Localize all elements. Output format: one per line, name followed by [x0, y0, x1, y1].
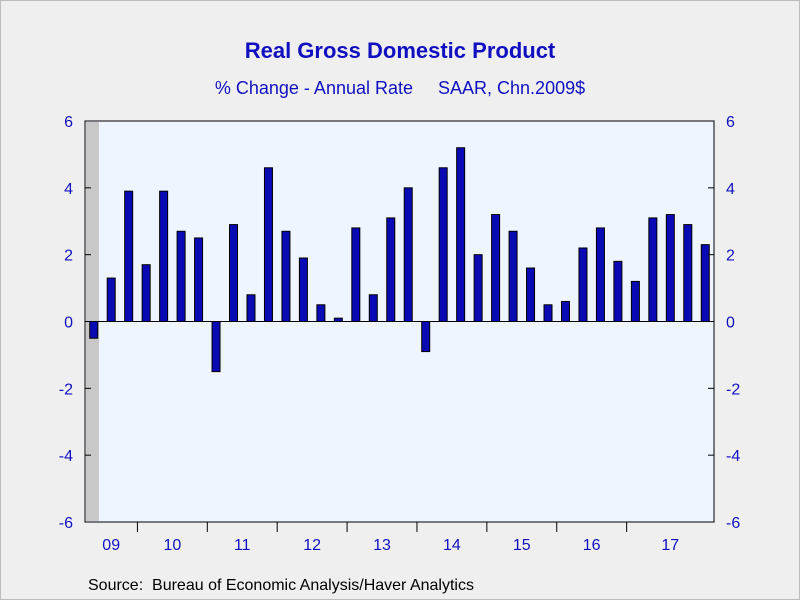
y-tick-label-right: 2	[726, 248, 735, 265]
bar-2012Q1	[281, 230, 291, 322]
x-year-label: 12	[303, 537, 321, 554]
x-year-label: 15	[513, 537, 531, 554]
bar-2014Q4	[473, 254, 483, 322]
y-tick-label-right: 0	[726, 315, 735, 332]
y-tick-label-left: 2	[64, 248, 73, 265]
bar-2017Q4	[683, 224, 693, 322]
bar-2011Q3	[246, 294, 256, 322]
bar-2013Q1	[351, 227, 361, 322]
bar-2010Q3	[176, 230, 186, 322]
x-year-label: 11	[234, 537, 251, 554]
bar-2016Q1	[560, 300, 570, 323]
y-tick-label-left: -2	[59, 381, 73, 398]
x-year-label: 10	[163, 537, 181, 554]
y-tick-label-left: 4	[64, 181, 73, 198]
x-year-label: 09	[102, 537, 120, 554]
bar-2010Q4	[194, 237, 204, 323]
y-tick-label-right: -6	[726, 515, 740, 532]
bar-2012Q2	[298, 257, 308, 323]
bar-2017Q2	[648, 217, 658, 322]
y-tick-label-right: -4	[726, 448, 740, 465]
x-year-label: 14	[443, 537, 461, 554]
y-tick-label-right: -2	[726, 381, 740, 398]
bar-2015Q3	[526, 267, 536, 322]
y-tick-label-left: -4	[59, 448, 73, 465]
x-year-label: 17	[661, 537, 679, 554]
bar-2012Q4	[333, 317, 343, 323]
x-year-label: 16	[583, 537, 601, 554]
bar-2011Q1	[211, 321, 221, 373]
bar-2014Q1	[421, 321, 431, 353]
bar-2010Q1	[141, 264, 151, 323]
bar-2013Q2	[368, 294, 378, 322]
bar-2014Q3	[456, 147, 466, 322]
bar-2014Q2	[438, 167, 448, 322]
y-tick-label-left: -6	[59, 515, 73, 532]
bar-2009Q2	[89, 321, 99, 339]
bar-2011Q2	[229, 224, 239, 322]
bar-2010Q2	[159, 190, 169, 322]
bar-2015Q1	[491, 214, 501, 323]
y-tick-label-left: 6	[64, 114, 73, 131]
bar-2017Q1	[630, 280, 640, 322]
source-note: Source: Bureau of Economic Analysis/Have…	[88, 577, 474, 594]
bar-2009Q3	[106, 277, 116, 322]
y-tick-label-right: 6	[726, 114, 735, 131]
bar-2009Q4	[124, 190, 134, 322]
x-year-label: 13	[373, 537, 391, 554]
bar-2011Q4	[263, 167, 273, 322]
y-tick-label-right: 4	[726, 181, 735, 198]
bar-2015Q2	[508, 230, 518, 322]
bar-2012Q3	[316, 304, 326, 323]
y-tick-label-left: 0	[64, 315, 73, 332]
bar-2016Q3	[595, 227, 605, 322]
chart-subtitle: % Change - Annual Rate SAAR, Chn.2009$	[214, 78, 586, 98]
bar-2016Q4	[613, 260, 623, 323]
bar-2013Q4	[403, 187, 413, 322]
bar-2017Q3	[665, 214, 675, 323]
bar-latest	[700, 244, 710, 322]
bar-2013Q3	[386, 217, 396, 322]
bar-2015Q4	[543, 304, 553, 323]
chart-title: Real Gross Domestic Product	[244, 38, 556, 63]
bar-2016Q2	[578, 247, 588, 322]
